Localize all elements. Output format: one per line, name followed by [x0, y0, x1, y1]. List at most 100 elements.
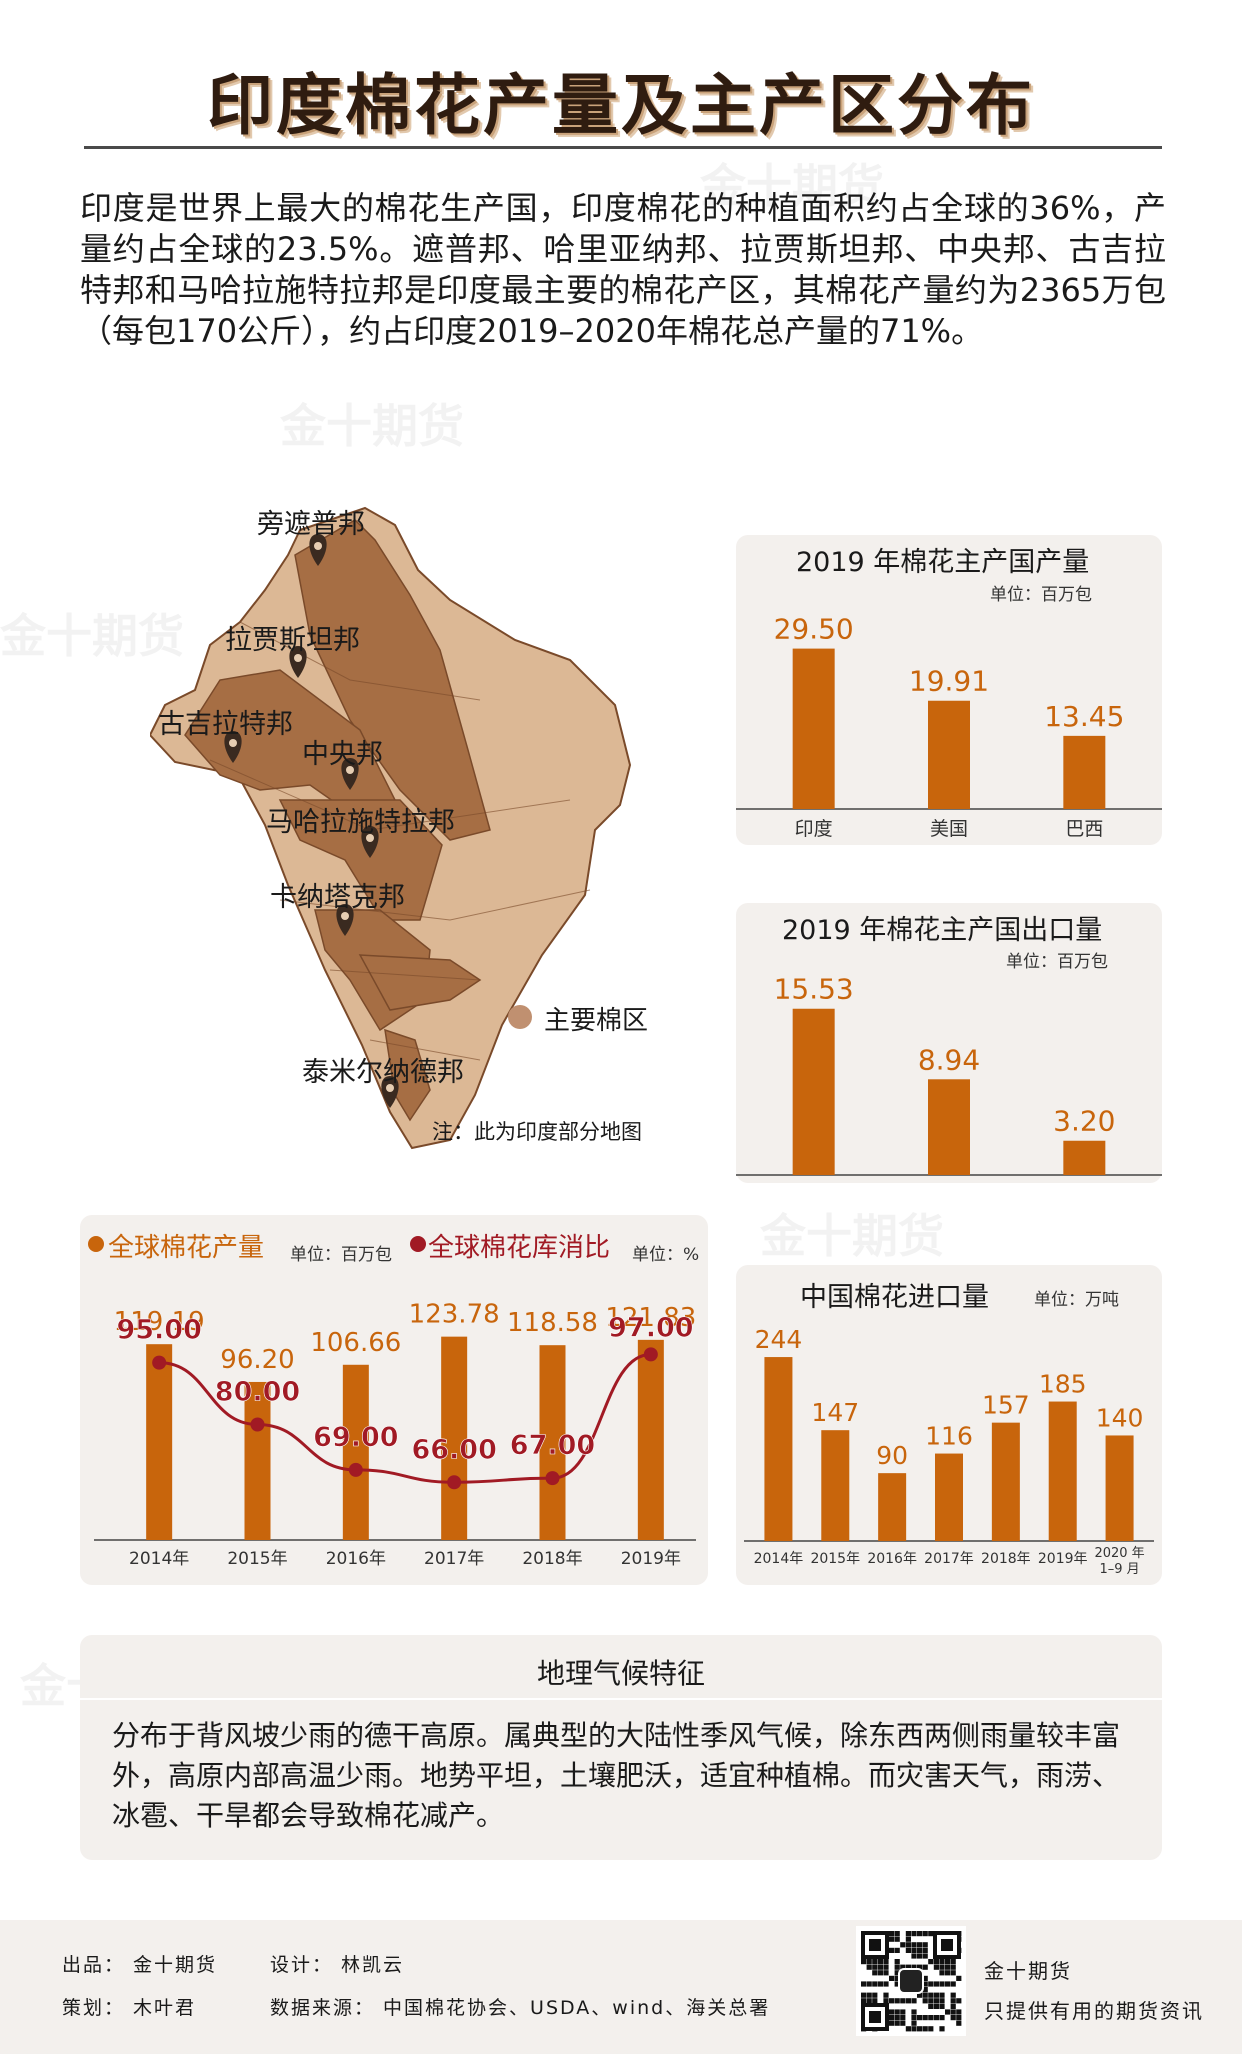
qr-module — [889, 1936, 895, 1942]
qr-module — [900, 2009, 906, 2015]
map-pin-icon — [361, 826, 379, 858]
ratio-point — [152, 1355, 167, 1370]
qr-module — [950, 1992, 956, 1998]
qr-module — [866, 1998, 872, 2004]
qr-module — [933, 1959, 939, 1965]
data-label: 119.19 — [114, 1307, 205, 1337]
qr-finder — [941, 1939, 953, 1951]
ratio-label: 80.00 — [215, 1377, 300, 1408]
data-label: 106.66 — [310, 1328, 401, 1358]
x-tick-label: 2015年 — [810, 1551, 860, 1567]
chart-unit-production: 单位：百万包 — [990, 585, 1092, 605]
qr-module — [911, 1931, 917, 1937]
qr-module — [917, 2015, 923, 2021]
footer-planner: 策划： 木叶君 — [62, 1997, 197, 2019]
chart-title-china-import: 中国棉花进口量 — [800, 1282, 989, 1313]
qr-module — [905, 1998, 911, 2004]
chart-unit-export: 单位：百万包 — [1006, 952, 1108, 972]
qr-module — [889, 2015, 895, 2021]
qr-code-icon — [856, 1926, 966, 2036]
qr-module — [917, 1947, 923, 1953]
qr-module — [883, 1964, 889, 1970]
qr-module — [905, 1931, 911, 1937]
bar — [821, 1430, 850, 1541]
qr-module — [894, 1931, 900, 1937]
qr-module — [911, 1942, 917, 1948]
qr-module — [939, 1998, 945, 2004]
qr-module — [956, 2015, 962, 2021]
qr-module — [877, 1964, 883, 1970]
qr-module — [956, 2020, 962, 2026]
qr-module — [872, 1998, 878, 2004]
map-label-gujarat: 古吉拉特邦 — [158, 709, 293, 740]
qr-module — [933, 2003, 939, 2009]
bar — [764, 1357, 793, 1541]
x-tick-label: 2017年 — [924, 1551, 974, 1567]
qr-module — [866, 1964, 872, 1970]
qr-module — [933, 1992, 939, 1998]
qr-module — [917, 1931, 923, 1937]
qr-module — [917, 1964, 923, 1970]
map-pin-icon — [224, 731, 242, 763]
qr-module — [956, 1975, 962, 1981]
map-label-karnataka: 卡纳塔克邦 — [270, 882, 405, 913]
bar — [928, 700, 970, 809]
qr-module — [872, 1964, 878, 1970]
ratio-label: 97.00 — [608, 1312, 693, 1343]
qr-module — [889, 2009, 895, 2015]
qr-module — [911, 2026, 917, 2032]
qr-module — [861, 1981, 867, 1987]
qr-module — [905, 1936, 911, 1942]
qr-module — [928, 1959, 934, 1965]
data-label: 147 — [811, 1398, 859, 1427]
footer-brand: 金十期货 — [984, 1959, 1072, 1983]
qr-module — [889, 2020, 895, 2026]
qr-module — [945, 1970, 951, 1976]
qr-module — [939, 1970, 945, 1976]
chart-title-export: 2019 年棉花主产国出口量 — [782, 915, 1103, 946]
qr-module — [889, 1975, 895, 1981]
bar — [935, 1453, 963, 1541]
data-label: 96.20 — [220, 1345, 294, 1375]
map-pin-icon — [289, 646, 307, 678]
x-tick-label: 2016年 — [326, 1549, 386, 1569]
qr-module — [889, 1998, 895, 2004]
qr-module — [933, 1964, 939, 1970]
chart-china-import: 244 147 90 116 157 185 140 2014年 2015年 2016年 2017年… — [744, 1325, 1154, 1577]
qr-module — [877, 1970, 883, 1976]
x-tick-label: 印度 — [795, 818, 833, 840]
panel-geo — [80, 1635, 1162, 1860]
ratio-label: 66.00 — [411, 1434, 496, 1465]
x-tick-label: 2019年 — [621, 1549, 681, 1569]
qr-module — [883, 1959, 889, 1965]
qr-module — [928, 1981, 934, 1987]
footer-slogan: 只提供有用的期货资讯 — [984, 1999, 1204, 2023]
qr-module — [950, 1998, 956, 2004]
qr-module — [866, 1981, 872, 1987]
bar — [441, 1336, 468, 1540]
bar — [244, 1381, 271, 1540]
watermark: 金十期货 — [760, 1209, 944, 1263]
data-label: 140 — [1096, 1403, 1144, 1432]
x-tick-label: 2015年 — [227, 1549, 287, 1569]
ratio-point — [643, 1347, 658, 1362]
footer-source: 数据来源： 中国棉花协会、USDA、wind、海关总署 — [270, 1997, 771, 2019]
ratio-point — [545, 1471, 560, 1486]
chart-unit-china-import: 单位：万吨 — [1034, 1290, 1119, 1310]
x-tick-label: 1–9 月 — [1099, 1562, 1139, 1577]
qr-module — [950, 2003, 956, 2009]
x-tick-label: 巴西 — [1065, 818, 1103, 840]
qr-module — [894, 1947, 900, 1953]
qr-module — [950, 1970, 956, 1976]
qr-module — [922, 2015, 928, 2021]
ratio-point — [348, 1462, 363, 1477]
bar — [342, 1364, 369, 1540]
geo-title: 地理气候特征 — [536, 1657, 705, 1690]
qr-module — [866, 1959, 872, 1965]
bar — [1048, 1401, 1077, 1541]
x-tick-label: 2014年 — [129, 1549, 189, 1569]
qr-module — [900, 1998, 906, 2004]
qr-module — [861, 1959, 867, 1965]
qr-module — [877, 1981, 883, 1987]
qr-module — [922, 1947, 928, 1953]
